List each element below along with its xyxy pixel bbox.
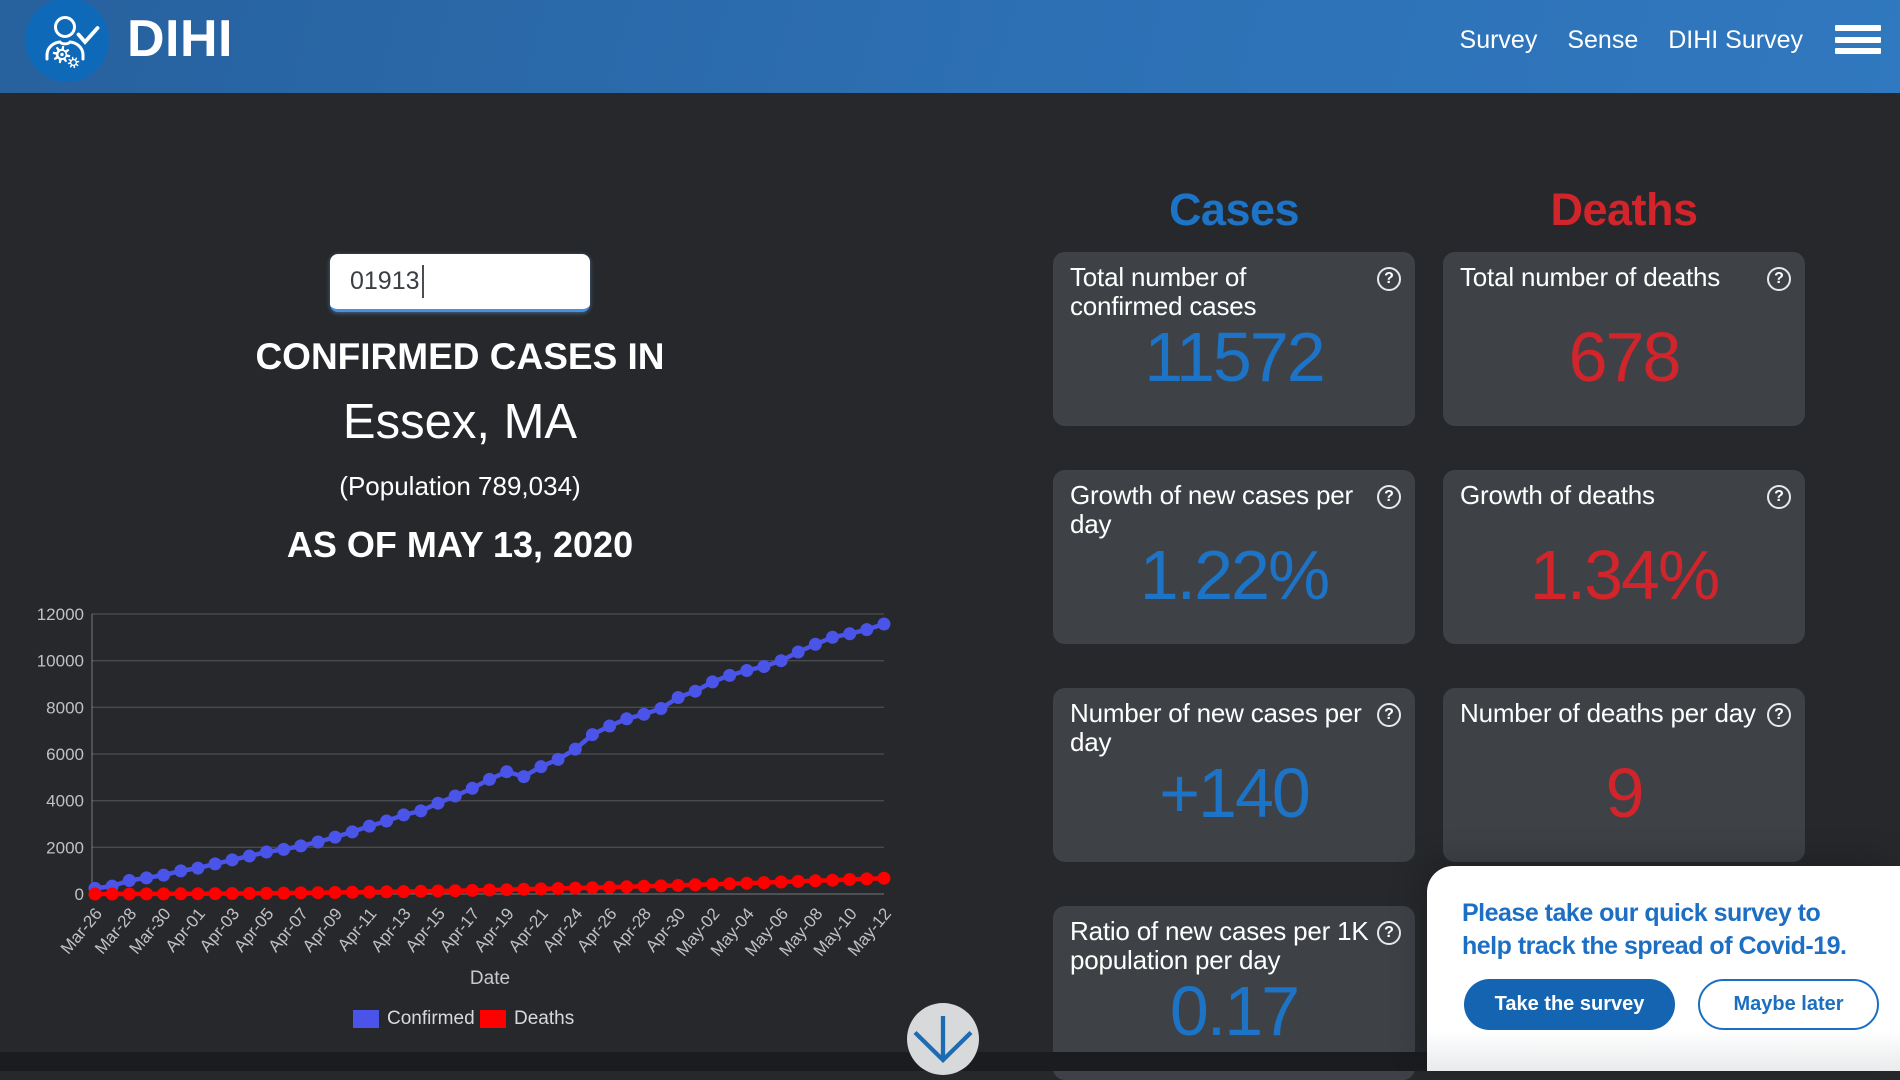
svg-text:0: 0 <box>75 885 84 904</box>
svg-text:10000: 10000 <box>37 652 84 671</box>
svg-text:8000: 8000 <box>46 698 84 717</box>
svg-text:2000: 2000 <box>46 838 84 857</box>
svg-text:6000: 6000 <box>46 745 84 764</box>
svg-text:12000: 12000 <box>37 605 84 624</box>
svg-text:4000: 4000 <box>46 792 84 811</box>
svg-text:Date: Date <box>470 968 510 989</box>
